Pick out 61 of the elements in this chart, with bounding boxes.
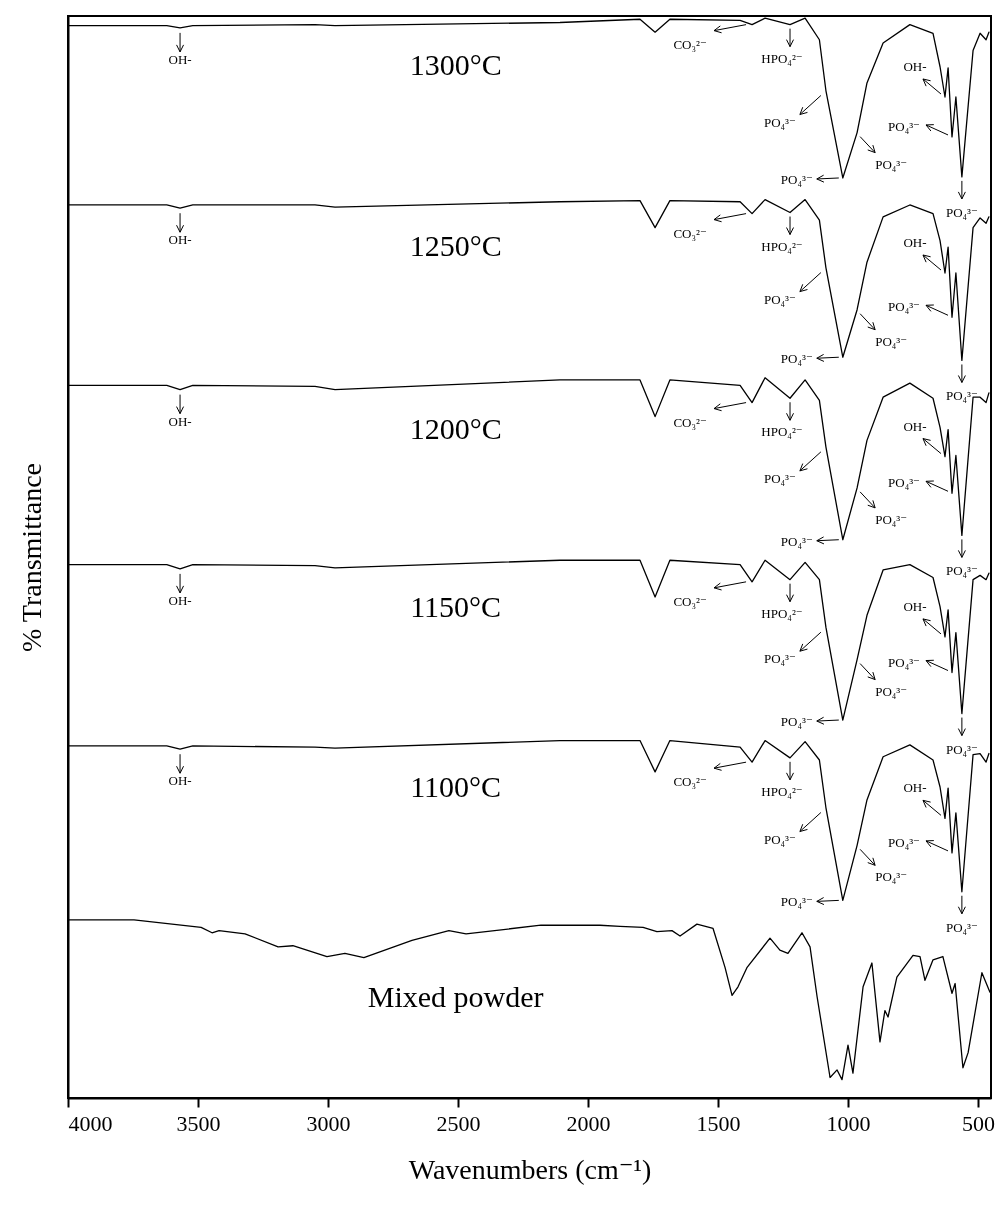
x-tick-label: 3500 <box>176 1110 221 1136</box>
annotation: PO₄³⁻ <box>763 114 796 130</box>
annotation: CO₃²⁻ <box>673 774 707 790</box>
annotation: PO₄³⁻ <box>780 894 813 910</box>
annotation: PO₄³⁻ <box>888 654 920 670</box>
annotation: HPO₄²⁻ <box>761 50 803 66</box>
annotation: CO₃²⁻ <box>673 36 707 52</box>
annotation: PO₄³⁻ <box>875 333 908 349</box>
x-tick-label: 1000 <box>826 1110 871 1136</box>
annotation: PO₄³⁻ <box>888 475 920 491</box>
annotation: PO₄³⁻ <box>763 831 796 847</box>
x-tick-label: 2500 <box>436 1110 481 1136</box>
annotation: OH- <box>168 413 192 429</box>
x-tick-label: 500 <box>962 1110 995 1136</box>
annotation: OH- <box>168 51 192 67</box>
series-label: Mixed powder <box>367 979 544 1013</box>
annotation: CO₃²⁻ <box>673 593 707 609</box>
annotation: OH- <box>903 418 927 434</box>
annotation: OH- <box>168 773 192 789</box>
x-tick-label: 3000 <box>306 1110 351 1136</box>
annotation: HPO₄²⁻ <box>761 238 803 254</box>
annotation: OH- <box>903 598 927 614</box>
x-tick-label: 4000 <box>68 1110 113 1136</box>
x-tick-label: 2000 <box>566 1110 611 1136</box>
annotation: HPO₄²⁻ <box>761 424 803 440</box>
annotation: PO₄³⁻ <box>945 741 978 757</box>
annotation: PO₄³⁻ <box>888 299 920 315</box>
annotation: PO₄³⁻ <box>875 683 908 699</box>
annotation: OH- <box>903 780 927 796</box>
x-axis-title: Wavenumbers (cm⁻¹) <box>408 1153 652 1185</box>
annotation: PO₄³⁻ <box>875 511 908 527</box>
annotation: OH- <box>903 235 927 250</box>
annotation: PO₄³⁻ <box>780 351 813 367</box>
annotation: OH- <box>168 232 192 248</box>
annotation: OH- <box>903 58 927 74</box>
annotation: PO₄³⁻ <box>945 204 978 220</box>
annotation: PO₄³⁻ <box>875 869 908 885</box>
annotation: OH- <box>168 592 192 608</box>
series-label: 1250°C <box>409 229 502 263</box>
annotation: PO₄³⁻ <box>888 118 920 134</box>
series-label: 1300°C <box>409 47 502 81</box>
annotation: CO₃²⁻ <box>673 225 707 241</box>
annotation: HPO₄²⁻ <box>761 783 803 799</box>
series-label: 1150°C <box>410 589 502 623</box>
annotation: PO₄³⁻ <box>780 714 813 730</box>
annotation: PO₄³⁻ <box>945 563 978 579</box>
series-label: 1100°C <box>410 770 502 804</box>
annotation: HPO₄²⁻ <box>761 605 803 621</box>
annotation: PO₄³⁻ <box>888 834 920 850</box>
annotation: CO₃²⁻ <box>673 414 707 430</box>
annotation: PO₄³⁻ <box>763 651 796 667</box>
x-tick-label: 1500 <box>696 1110 741 1136</box>
series-label: 1200°C <box>409 411 502 445</box>
y-axis-title: % Transmittance <box>15 463 47 652</box>
annotation: PO₄³⁻ <box>780 533 813 549</box>
annotation: PO₄³⁻ <box>780 171 813 187</box>
annotation: PO₄³⁻ <box>763 470 796 486</box>
annotation: PO₄³⁻ <box>763 291 796 307</box>
annotation: PO₄³⁻ <box>945 919 978 935</box>
annotation: PO₄³⁻ <box>875 156 908 172</box>
annotation: PO₄³⁻ <box>945 388 978 404</box>
